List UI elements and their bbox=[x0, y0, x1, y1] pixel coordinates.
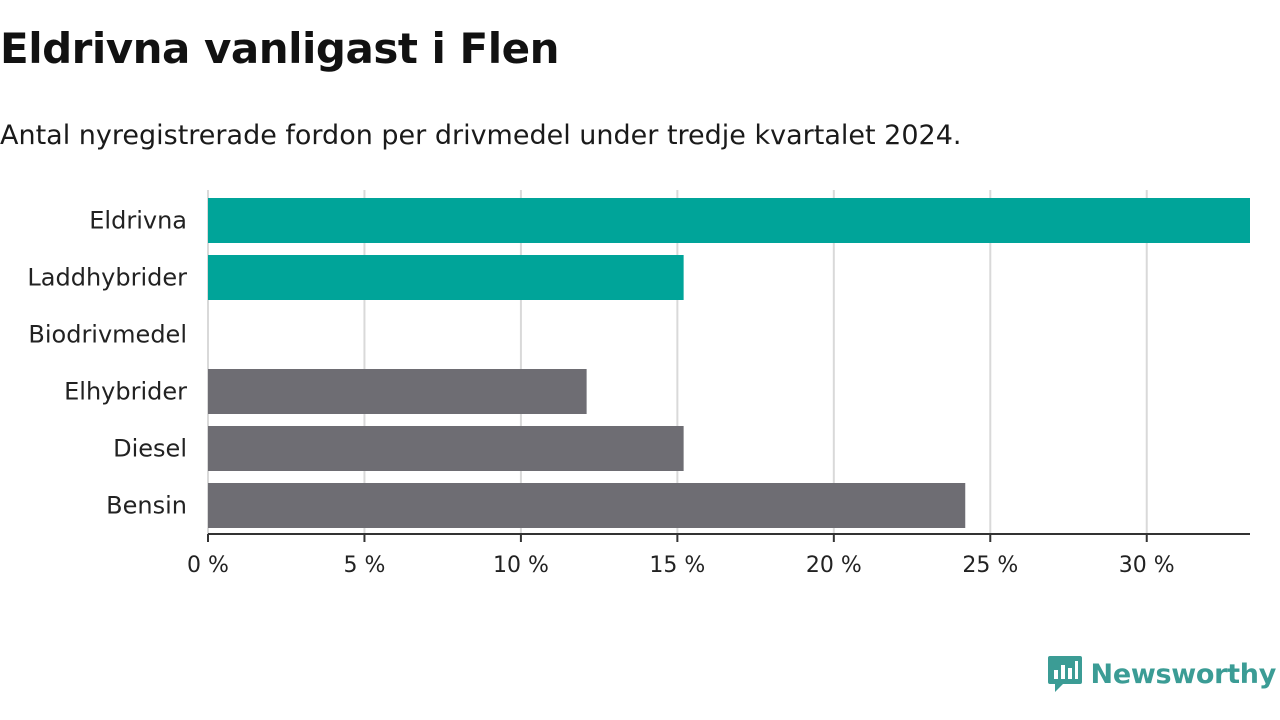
x-tick-label: 30 % bbox=[1119, 553, 1175, 578]
bar-chart: 0 % 5 % 10 % 15 % 20 % 25 % 30 % Eldrivna Laddh… bbox=[27, 190, 1250, 578]
x-tick-label: 0 % bbox=[187, 553, 229, 578]
x-tick-label: 5 % bbox=[344, 553, 386, 578]
category-label: Diesel bbox=[113, 435, 187, 463]
newsworthy-logo-icon bbox=[1047, 656, 1082, 692]
x-tick-label: 10 % bbox=[493, 553, 549, 578]
bar bbox=[208, 369, 587, 414]
bar bbox=[208, 198, 1250, 243]
x-tick-label: 25 % bbox=[962, 553, 1018, 578]
category-label: Laddhybrider bbox=[27, 264, 187, 292]
brand-name: Newsworthy bbox=[1090, 658, 1277, 690]
bar bbox=[208, 483, 966, 528]
chart-title: Eldrivna vanligast i Flen bbox=[0, 24, 560, 73]
bar bbox=[208, 426, 684, 471]
category-label: Eldrivna bbox=[89, 207, 187, 235]
category-label: Bensin bbox=[106, 492, 187, 520]
bar bbox=[208, 255, 684, 300]
category-label: Elhybrider bbox=[64, 378, 187, 406]
x-tick-label: 20 % bbox=[806, 553, 862, 578]
x-tick-label: 15 % bbox=[649, 553, 705, 578]
newsworthy-logo: Newsworthy bbox=[1047, 654, 1276, 694]
chart-subtitle: Antal nyregistrerade fordon per drivmede… bbox=[0, 120, 962, 151]
category-label: Biodrivmedel bbox=[28, 321, 187, 349]
